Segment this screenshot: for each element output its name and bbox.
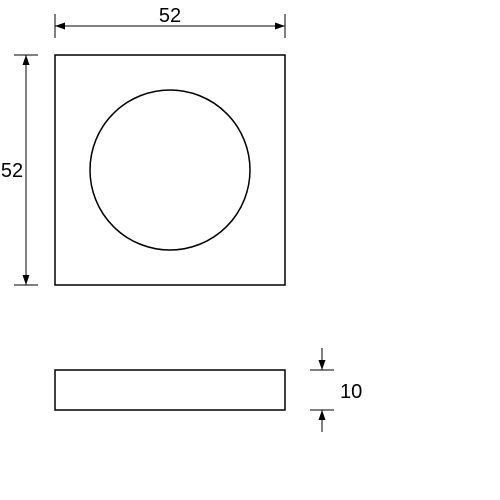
front-view-circle [90, 90, 250, 250]
arrowhead-down [23, 275, 30, 285]
side-view-rect [55, 370, 285, 410]
dim-width-label: 52 [159, 5, 181, 27]
arrowhead-up [319, 410, 326, 420]
arrowhead-left [55, 23, 65, 30]
arrowhead-down [319, 360, 326, 370]
dim-depth-label: 10 [340, 381, 362, 403]
arrowhead-up [23, 55, 30, 65]
arrowhead-right [275, 23, 285, 30]
dim-height-label: 52 [1, 160, 23, 182]
technical-drawing: 52 52 10 [0, 0, 500, 500]
